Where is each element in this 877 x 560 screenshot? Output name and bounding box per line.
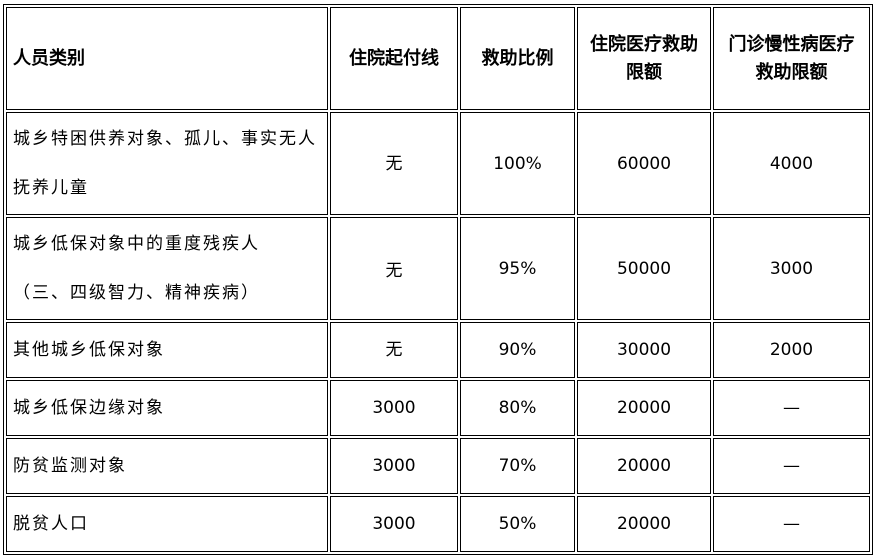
cell-ratio: 90% bbox=[460, 322, 575, 378]
cell-outpatient-limit: — bbox=[713, 496, 870, 552]
cell-inpatient-limit: 20000 bbox=[577, 380, 711, 436]
cell-inpatient-limit: 30000 bbox=[577, 322, 711, 378]
header-inpatient-limit: 住院医疗救助限额 bbox=[577, 7, 711, 110]
header-deductible: 住院起付线 bbox=[330, 7, 458, 110]
table-row: 脱贫人口 3000 50% 20000 — bbox=[6, 496, 870, 552]
cell-ratio: 80% bbox=[460, 380, 575, 436]
cell-inpatient-limit: 20000 bbox=[577, 438, 711, 494]
cell-category: 城乡低保对象中的重度残疾人（三、四级智力、精神疾病） bbox=[6, 217, 328, 320]
header-row: 人员类别 住院起付线 救助比例 住院医疗救助限额 门诊慢性病医疗救助限额 bbox=[6, 7, 870, 110]
header-outpatient-limit: 门诊慢性病医疗救助限额 bbox=[713, 7, 870, 110]
cell-category: 防贫监测对象 bbox=[6, 438, 328, 494]
cell-ratio: 70% bbox=[460, 438, 575, 494]
cell-category: 城乡特困供养对象、孤儿、事实无人抚养儿童 bbox=[6, 112, 328, 215]
cell-deductible: 无 bbox=[330, 217, 458, 320]
cell-ratio: 100% bbox=[460, 112, 575, 215]
header-ratio: 救助比例 bbox=[460, 7, 575, 110]
table-row: 城乡特困供养对象、孤儿、事实无人抚养儿童 无 100% 60000 4000 bbox=[6, 112, 870, 215]
cell-category: 城乡低保边缘对象 bbox=[6, 380, 328, 436]
cell-outpatient-limit: — bbox=[713, 438, 870, 494]
cell-ratio: 50% bbox=[460, 496, 575, 552]
cell-outpatient-limit: 3000 bbox=[713, 217, 870, 320]
cell-outpatient-limit: 4000 bbox=[713, 112, 870, 215]
cell-category: 脱贫人口 bbox=[6, 496, 328, 552]
cell-deductible: 3000 bbox=[330, 380, 458, 436]
cell-deductible: 无 bbox=[330, 322, 458, 378]
cell-deductible: 无 bbox=[330, 112, 458, 215]
table-row: 城乡低保边缘对象 3000 80% 20000 — bbox=[6, 380, 870, 436]
cell-outpatient-limit: 2000 bbox=[713, 322, 870, 378]
cell-category: 其他城乡低保对象 bbox=[6, 322, 328, 378]
table-row: 其他城乡低保对象 无 90% 30000 2000 bbox=[6, 322, 870, 378]
cell-outpatient-limit: — bbox=[713, 380, 870, 436]
table-row: 防贫监测对象 3000 70% 20000 — bbox=[6, 438, 870, 494]
header-category: 人员类别 bbox=[6, 7, 328, 110]
medical-assistance-table: 人员类别 住院起付线 救助比例 住院医疗救助限额 门诊慢性病医疗救助限额 城乡特… bbox=[3, 4, 873, 555]
cell-inpatient-limit: 20000 bbox=[577, 496, 711, 552]
cell-inpatient-limit: 50000 bbox=[577, 217, 711, 320]
cell-ratio: 95% bbox=[460, 217, 575, 320]
cell-deductible: 3000 bbox=[330, 496, 458, 552]
table-row: 城乡低保对象中的重度残疾人（三、四级智力、精神疾病） 无 95% 50000 3… bbox=[6, 217, 870, 320]
cell-deductible: 3000 bbox=[330, 438, 458, 494]
cell-inpatient-limit: 60000 bbox=[577, 112, 711, 215]
